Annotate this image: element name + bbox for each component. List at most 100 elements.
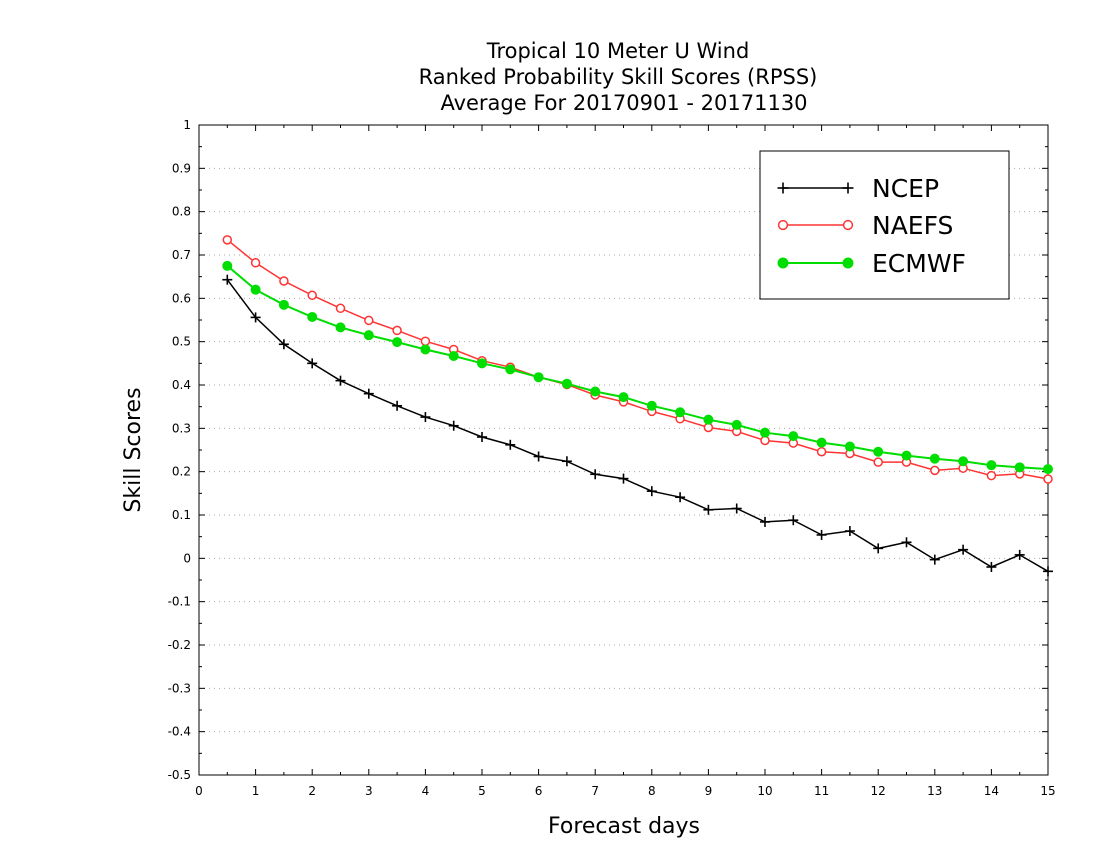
data-point-ncep [533, 451, 544, 462]
data-point-ecmwf [561, 378, 572, 389]
data-point-ecmwf [505, 364, 516, 375]
data-point-ecmwf [703, 414, 714, 425]
data-point-ecmwf [1043, 464, 1053, 475]
legend-label: ECMWF [872, 249, 966, 278]
x-tick-label: 1 [252, 784, 260, 798]
data-point-ecmwf [731, 419, 742, 430]
data-point-ecmwf [873, 446, 884, 457]
x-tick-label: 11 [814, 784, 829, 798]
x-tick-label: 5 [478, 784, 486, 798]
x-tick-label: 14 [984, 784, 999, 798]
data-point-ncep [844, 526, 855, 537]
data-point-naefs [222, 235, 233, 245]
data-point-ncep [448, 420, 459, 431]
y-tick-label: 0.6 [172, 291, 191, 305]
y-tick-label: 0.1 [172, 508, 191, 522]
x-tick-label: 12 [871, 784, 886, 798]
data-point-ncep [590, 469, 601, 480]
x-tick-label: 8 [648, 784, 656, 798]
data-point-ecmwf [646, 400, 657, 411]
x-tick-label: 15 [1040, 784, 1055, 798]
legend: NCEP NAEFS ECMWF [759, 150, 1010, 300]
data-point-ecmwf [1014, 462, 1025, 473]
data-point-ncep [731, 503, 742, 514]
data-point-ncep [788, 515, 799, 526]
y-tick-label: 0 [183, 551, 191, 565]
data-point-ncep [646, 486, 657, 497]
x-tick-label: 9 [705, 784, 713, 798]
data-point-ecmwf [816, 437, 827, 448]
data-point-ncep [1043, 566, 1053, 577]
title-line-3: Average For 20170901 - 20171130 [440, 91, 807, 115]
y-tick-label: 0.2 [172, 465, 191, 479]
data-point-naefs [816, 446, 827, 457]
data-point-ecmwf [363, 330, 374, 341]
data-point-ecmwf [448, 350, 459, 361]
y-tick-label: -0.1 [168, 595, 191, 609]
data-point-ncep [363, 388, 374, 399]
data-point-ecmwf [307, 311, 318, 322]
data-point-ncep [873, 543, 884, 554]
data-point-ncep [901, 537, 912, 548]
data-point-ecmwf [392, 337, 403, 348]
y-tick-label: 0.7 [172, 248, 191, 262]
data-point-naefs [279, 276, 289, 286]
data-point-ncep [986, 562, 997, 572]
data-point-ncep [307, 358, 318, 369]
title-line-2: Ranked Probability Skill Scores (RPSS) [419, 65, 818, 89]
data-point-naefs [873, 457, 883, 467]
y-tick-label: -0.4 [168, 725, 191, 739]
data-point-ecmwf [844, 441, 855, 452]
data-point-ecmwf [590, 386, 601, 397]
legend-label: NCEP [872, 174, 939, 203]
x-tick-label: 13 [927, 784, 942, 798]
x-tick-label: 10 [757, 784, 772, 798]
data-point-ncep [335, 375, 346, 386]
y-tick-label: 1 [183, 118, 191, 132]
legend-marker [777, 257, 789, 269]
data-point-naefs [986, 470, 997, 481]
legend-entry-ecmwf: ECMWF [777, 249, 966, 278]
legend-marker [842, 257, 854, 269]
data-point-ncep [392, 400, 403, 411]
legend-label: NAEFS [872, 211, 953, 240]
data-point-ecmwf [675, 407, 686, 418]
y-tick-label: -0.3 [168, 681, 191, 695]
data-point-ecmwf [222, 260, 233, 271]
axis-ticks: -0.5 -0.4 -0.3 -0.2 -0.1 0 0.1 0.2 0.3 0.4 0.5 0.6 0… [168, 118, 1056, 798]
legend-marker [777, 219, 789, 231]
data-point-naefs [703, 422, 714, 433]
data-point-naefs [1043, 474, 1053, 484]
x-tick-label: 0 [195, 784, 203, 798]
data-point-ncep [703, 504, 714, 515]
chart-title: Tropical 10 Meter U Wind Ranked Probabil… [419, 39, 818, 115]
legend-entry-naefs: NAEFS [777, 211, 953, 240]
data-point-ncep [278, 339, 289, 350]
data-point-ncep [222, 274, 233, 285]
data-point-ncep [1014, 549, 1025, 560]
data-point-ncep [929, 554, 940, 565]
y-tick-label: 0.4 [172, 378, 191, 392]
legend-entries: NCEP NAEFS ECMWF [777, 174, 966, 278]
data-point-ecmwf [250, 284, 261, 295]
data-point-ncep [760, 516, 770, 527]
data-point-ecmwf [760, 427, 770, 438]
y-tick-label: -0.5 [168, 768, 191, 782]
x-tick-label: 7 [591, 784, 599, 798]
legend-entry-ncep: NCEP [777, 174, 939, 203]
title-line-1: Tropical 10 Meter U Wind [486, 39, 750, 63]
data-point-ncep [561, 456, 572, 467]
data-point-ecmwf [477, 358, 487, 369]
x-tick-label: 2 [308, 784, 316, 798]
data-point-ecmwf [901, 450, 912, 461]
x-tick-label: 4 [422, 784, 430, 798]
data-point-naefs [760, 435, 770, 446]
data-point-naefs [392, 325, 402, 336]
data-point-ecmwf [278, 299, 289, 310]
y-tick-label: 0.8 [172, 205, 191, 219]
data-point-ncep [420, 412, 431, 423]
data-point-ncep [250, 312, 261, 323]
data-point-ncep [816, 529, 827, 540]
data-point-ecmwf [986, 460, 997, 471]
